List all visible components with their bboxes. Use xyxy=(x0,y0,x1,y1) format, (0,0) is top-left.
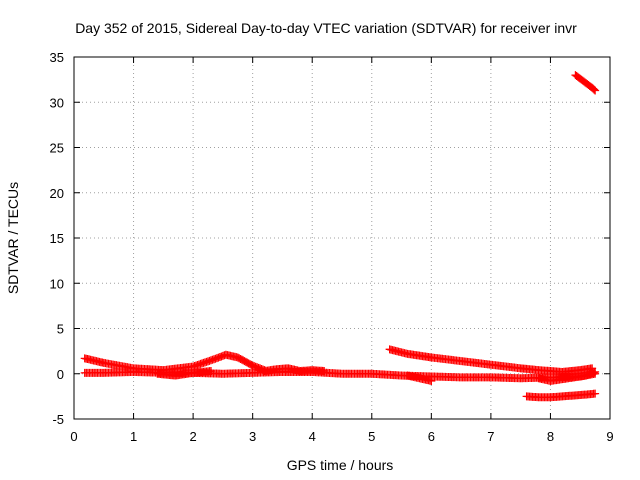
x-tick-label: 0 xyxy=(70,429,77,444)
data-point xyxy=(590,85,599,94)
x-tick-label: 8 xyxy=(547,429,554,444)
x-tick-label: 5 xyxy=(368,429,375,444)
data-series xyxy=(534,367,600,385)
data-point xyxy=(427,376,436,385)
chart-title: Day 352 of 2015, Sidereal Day-to-day VTE… xyxy=(75,20,577,36)
data-point xyxy=(591,389,600,398)
y-tick-label: 15 xyxy=(50,231,64,246)
x-tick-label: 9 xyxy=(606,429,613,444)
data-point xyxy=(591,86,600,95)
data-point xyxy=(589,84,598,93)
data-series xyxy=(403,371,436,385)
x-tick-label: 3 xyxy=(249,429,256,444)
y-tick-label: -5 xyxy=(52,412,64,427)
data-series xyxy=(153,367,215,380)
x-tick-label: 7 xyxy=(487,429,494,444)
data-point xyxy=(206,367,215,376)
data-series xyxy=(385,345,597,376)
x-axis-label: GPS time / hours xyxy=(287,457,394,473)
axis-ticks: 0 1 2 3 4 5 6 7 8 9 -5 0 5 10 15 20 25 30 35 xyxy=(50,50,614,444)
x-tick-label: 1 xyxy=(130,429,137,444)
data-series xyxy=(522,389,600,402)
data-point xyxy=(320,367,329,376)
y-tick-label: 5 xyxy=(57,322,64,337)
data-series xyxy=(571,71,600,95)
y-axis-label: SDTVAR / TECUs xyxy=(5,182,21,294)
y-tick-label: 0 xyxy=(57,367,64,382)
data-points xyxy=(80,71,600,402)
grid xyxy=(74,57,610,419)
x-tick-label: 6 xyxy=(428,429,435,444)
y-tick-label: 10 xyxy=(50,276,64,291)
y-tick-label: 30 xyxy=(50,95,64,110)
x-tick-label: 2 xyxy=(189,429,196,444)
data-point xyxy=(591,367,600,376)
x-tick-label: 4 xyxy=(309,429,316,444)
y-tick-label: 20 xyxy=(50,186,64,201)
y-tick-label: 25 xyxy=(50,141,64,156)
data-series xyxy=(260,364,329,376)
y-tick-label: 35 xyxy=(50,50,64,65)
